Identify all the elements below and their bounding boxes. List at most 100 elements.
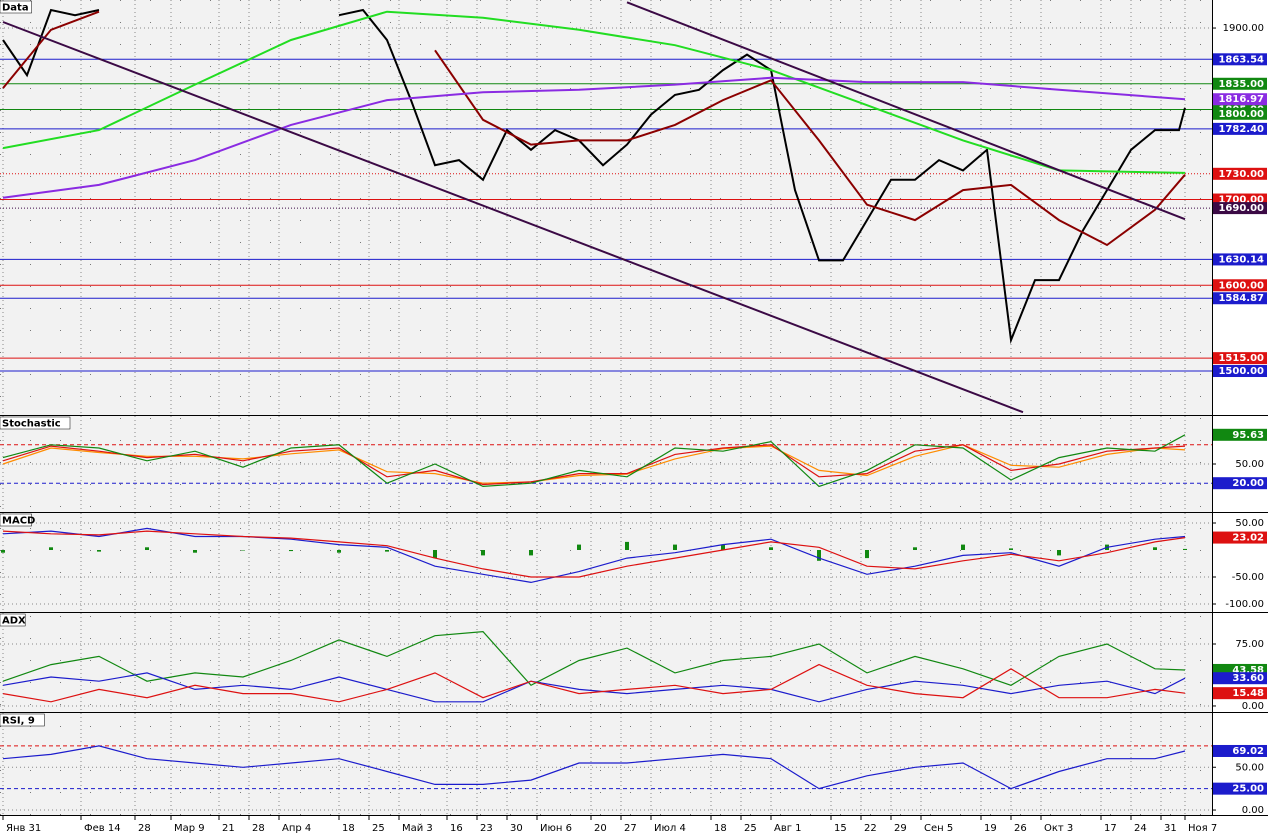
panel-title-box [0,513,32,527]
y-tick-label: 50.00 [1235,518,1264,529]
histogram-bar [337,549,341,553]
last-value-label-box [1213,428,1267,441]
x-tick-label: 18 [714,823,727,834]
panel-title-box [0,613,26,627]
x-tick-label: 27 [624,823,637,834]
series-line [2,444,1186,484]
series-line [2,527,1186,584]
x-tick-label: 25 [372,823,385,834]
level-label: 1730.00 [1218,169,1264,180]
histogram-bar [433,549,437,559]
x-tick-label: 30 [510,823,523,834]
level-label-box [1213,352,1267,365]
x-tick-label: 25 [744,823,757,834]
x-tick-label: 22 [864,823,877,834]
histogram-bar [1,549,5,553]
level-label: 1700.00 [1218,195,1264,206]
y-tick-label: 1900.00 [1223,23,1264,34]
level-label-box [1213,107,1267,120]
x-tick-label: Сен 5 [924,823,953,834]
panel-title-box [0,416,71,430]
histogram-bar [625,541,629,550]
level-label-box [1213,279,1267,292]
histogram-bar [49,547,53,550]
x-tick-label: Ноя 7 [1188,823,1217,834]
histogram-bar [529,549,533,556]
level-label: 1690.00 [1218,203,1264,214]
level-label: 1630.14 [1218,254,1264,265]
last-value-label-box [1213,93,1267,106]
last-value-label-box [1213,687,1267,700]
panel-title-box [0,713,45,727]
series-line [2,10,1186,247]
x-tick-label: 17 [1104,823,1117,834]
x-tick-label: 16 [450,823,463,834]
histogram-bar [1057,549,1061,556]
level-label: 1782.40 [1218,124,1264,135]
dot-grid [0,0,1212,815]
last-value-label-box [1213,744,1267,757]
level-label-box [1213,202,1267,215]
last-value-label: 69.02 [1232,746,1264,757]
y-tick-label: 75.00 [1235,639,1264,650]
histogram-bar [193,549,197,553]
panel-title: Stochastic [2,419,61,430]
last-value-label: 23.02 [1232,533,1264,544]
histogram-bar [385,549,389,552]
last-value-label-box [1213,531,1267,544]
level-label-box [1213,292,1267,305]
histogram-bar [817,549,821,561]
y-tick-label: 50.00 [1235,459,1264,470]
panel-title: Data [2,3,29,14]
last-value-label-box [1213,672,1267,685]
last-value-label: 43.58 [1232,665,1264,676]
last-value-label: 33.60 [1232,673,1264,684]
level-label-box [1213,167,1267,180]
level-label-box [1213,365,1267,378]
series-line [2,76,1186,199]
histogram-bar [961,544,965,550]
x-tick-label: 19 [984,823,997,834]
level-label: 1500.00 [1218,366,1264,377]
level-label-box [1213,77,1267,90]
x-tick-label: Фев 14 [84,823,121,834]
level-label: 1835.00 [1218,79,1264,90]
x-tick-label: Мар 9 [174,823,205,834]
panel-title: MACD [2,516,35,527]
x-tick-label: 23 [480,823,493,834]
level-label: 1600.00 [1218,280,1264,291]
x-tick-label: 26 [1014,823,1027,834]
level-label-box [1213,122,1267,135]
x-tick-label: Окт 3 [1044,823,1073,834]
y-tick-label: -50.00 [1232,572,1264,583]
x-tick-label: 29 [894,823,907,834]
x-tick-label: 21 [222,823,235,834]
histogram-bar [865,549,869,559]
histogram-bar [1009,548,1013,550]
x-tick-label: 28 [138,823,151,834]
histogram-bar [721,544,725,550]
last-value-label: 95.63 [1232,430,1264,441]
level-label: 1515.00 [1218,353,1264,364]
series-line [2,434,1186,488]
histogram-bar [1183,548,1187,550]
axis-background [0,815,1212,834]
histogram-bar [673,544,677,550]
histogram-bar [769,547,773,550]
level-label: 1863.54 [1218,54,1264,65]
histogram-bar [289,549,293,552]
x-tick-label: 18 [342,823,355,834]
x-tick-label: 15 [834,823,847,834]
x-tick-label: 31 [1164,823,1177,834]
level-label-box [1213,53,1267,66]
y-tick-label: -100.00 [1225,599,1264,610]
histogram-bar [145,547,149,550]
y-tick-label: 0.00 [1242,701,1264,712]
series-line [2,10,1186,174]
series-line [626,1,1186,221]
level-label-box [1213,782,1267,795]
level-label-box [1213,253,1267,266]
histogram-bar [481,549,485,556]
panel-title: RSI, 9 [2,716,35,727]
x-tick-label: 20 [594,823,607,834]
